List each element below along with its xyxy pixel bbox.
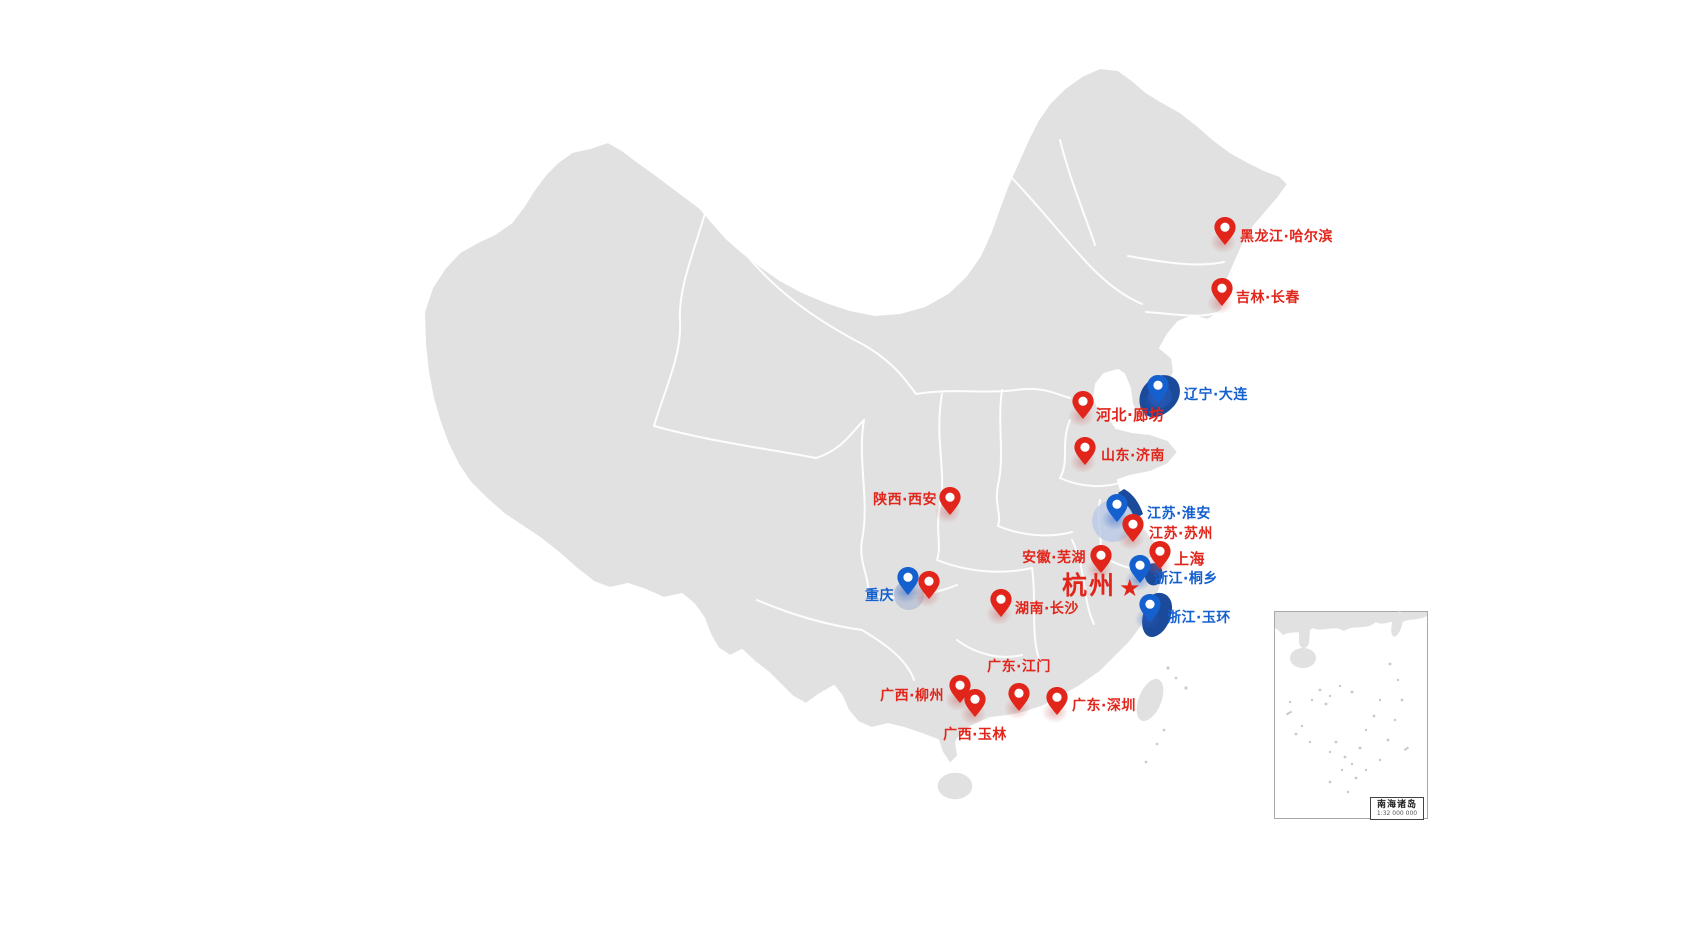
city-label: 山东·济南 — [1101, 448, 1165, 464]
city-label: 安徽·芜湖 — [1022, 550, 1086, 566]
map-pin-icon — [1129, 555, 1151, 583]
map-pin-icon — [1074, 437, 1096, 465]
city-label: 浙江·玉环 — [1167, 610, 1231, 626]
map-pin-icon — [1149, 541, 1171, 569]
map-pin-icon — [1139, 594, 1161, 622]
map-pin-icon — [1008, 683, 1030, 711]
inset-islets — [1285, 662, 1410, 802]
inset-leizhou — [1299, 630, 1310, 649]
south-china-sea-inset-label: 南海诸岛 1:32 000 000 — [1370, 797, 1424, 820]
inset-scale: 1:32 000 000 — [1376, 810, 1418, 817]
city-label: 江苏·淮安 — [1147, 506, 1211, 522]
city-label: 广东·深圳 — [1072, 698, 1136, 714]
city-label: 陕西·西安 — [873, 492, 937, 508]
hainan-island — [936, 771, 974, 801]
map-pin-icon — [897, 567, 919, 595]
map-pin-icon — [918, 571, 940, 599]
city-label: 上海 — [1174, 550, 1206, 568]
map-pin-icon — [1072, 391, 1094, 419]
inset-title: 南海诸岛 — [1376, 800, 1417, 810]
map-pin-icon — [939, 487, 961, 515]
city-label: 吉林·长春 — [1236, 290, 1300, 306]
map-pin-icon — [1090, 545, 1112, 573]
city-label: 广东·江门 — [987, 659, 1051, 675]
highlight-region-jiangsu-coast — [1118, 489, 1143, 519]
south-china-sea-inset — [1274, 611, 1428, 819]
headquarters-hangzhou[interactable]: 杭州 ★ — [1062, 571, 1141, 602]
map-pin-icon — [1147, 375, 1169, 403]
star-icon: ★ — [1119, 574, 1141, 602]
inset-coastline — [1275, 612, 1427, 635]
city-label: 湖南·长沙 — [1015, 601, 1079, 617]
offshore-islets — [1144, 666, 1188, 764]
city-label: 浙江·桐乡 — [1154, 571, 1218, 587]
city-label: 广西·柳州 — [880, 688, 944, 704]
city-label: 黑龙江·哈尔滨 — [1240, 229, 1333, 245]
map-pin-icon — [1046, 687, 1068, 715]
map-pin-icon — [1122, 514, 1144, 542]
map-pin-icon — [964, 689, 986, 717]
map-pin-icon — [1106, 494, 1128, 522]
inset-hainan — [1290, 648, 1316, 668]
map-pin-icon — [1211, 278, 1233, 306]
city-label: 辽宁·大连 — [1184, 387, 1248, 403]
city-label: 河北·廊坊 — [1096, 406, 1165, 424]
city-label: 广西·玉林 — [943, 727, 1007, 743]
inset-taiwan — [1391, 611, 1403, 637]
map-pin-icon — [1214, 217, 1236, 245]
mainland-outline — [423, 67, 1289, 765]
headquarters-label: 杭州 — [1062, 571, 1117, 600]
city-label: 江苏·苏州 — [1149, 526, 1213, 542]
city-label: 重庆 — [865, 588, 894, 604]
taiwan-island — [1135, 677, 1165, 723]
map-pin-icon — [990, 589, 1012, 617]
